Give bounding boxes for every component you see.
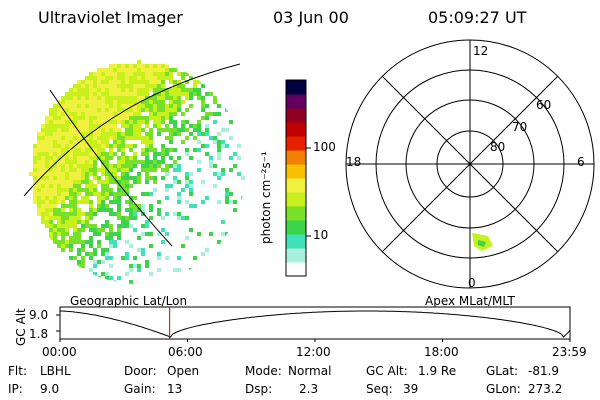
colorbar-tick-100: 100 (313, 140, 336, 154)
dsp-value: 2.3 (299, 382, 319, 396)
colorbar-band (286, 164, 306, 179)
colorbar-band (286, 122, 306, 137)
apex-label: Apex MLat/MLT (425, 294, 515, 308)
seq-label: Seq: (366, 382, 393, 396)
colorbar-band (286, 262, 306, 277)
colorbar-band (286, 108, 306, 123)
colorbar-band (286, 80, 306, 95)
colorbar-tick-10: 10 (313, 228, 329, 242)
colorbar-band (286, 192, 306, 207)
door-value: Open (167, 364, 200, 378)
gain-value: 13 (167, 382, 183, 396)
timeline-axis-label: GC Alt (14, 308, 28, 346)
mode-value: Normal (288, 364, 332, 378)
altitude-curve (60, 310, 571, 338)
dsp-label: Dsp: (245, 382, 273, 396)
title: Ultraviolet Imager (38, 8, 183, 27)
colorbar-band (286, 150, 306, 165)
date: 03 Jun 00 (273, 8, 349, 27)
door-label: Door: (124, 364, 157, 378)
flt-label: Flt: (8, 364, 27, 378)
mlt-label-18: 18 (346, 155, 362, 169)
colorbar-band (286, 178, 306, 193)
geographic-grid (23, 63, 241, 247)
timeline-y-label-bottom: 1.8 (29, 327, 49, 341)
colorbar-band (286, 136, 306, 151)
gcalt-label: GC Alt: (366, 364, 408, 378)
meridian-diag-2 (381, 75, 559, 253)
glat-label: GLat: (486, 364, 519, 378)
timeline-y-label-top: 9.0 (29, 308, 49, 322)
seq-value: 39 (403, 382, 419, 396)
glat-value: -81.9 (528, 364, 560, 378)
gcalt-value: 1.9 Re (418, 364, 457, 378)
mlt-label-6: 6 (577, 155, 585, 169)
timeline-x-label-0600: 06:00 (168, 345, 203, 359)
time: 05:09:27 UT (428, 8, 527, 27)
timeline-x-label-0000: 00:00 (42, 345, 77, 359)
ip-label: IP: (8, 382, 23, 396)
timeline-x-label-1800: 18:00 (424, 345, 459, 359)
ip-value: 9.0 (40, 382, 60, 396)
glon-label: GLon: (486, 382, 521, 396)
flt-value: LBHL (40, 364, 71, 378)
mlt-label-12: 12 (473, 44, 489, 58)
gain-label: Gain: (124, 382, 156, 396)
mode-label: Mode: (245, 364, 282, 378)
colorbar-band (286, 248, 306, 263)
glon-value: 273.2 (528, 382, 563, 396)
colorbar-band (286, 94, 306, 109)
mlat-label-60: 60 (536, 98, 552, 112)
colorbar-band (286, 234, 306, 249)
colorbar-band (286, 206, 306, 221)
mlat-label-80: 80 (490, 140, 506, 154)
geographic-label: Geographic Lat/Lon (70, 294, 188, 308)
uv-image-pixels (29, 60, 245, 284)
mlt-label-0: 0 (468, 276, 476, 290)
colorbar-band (286, 220, 306, 235)
timeline-x-label-2359: 23:59 (552, 345, 587, 359)
polar-auroral-core (478, 240, 486, 247)
mlat-label-70: 70 (512, 120, 528, 134)
timeline-x-label-1200: 12:00 (296, 345, 331, 359)
